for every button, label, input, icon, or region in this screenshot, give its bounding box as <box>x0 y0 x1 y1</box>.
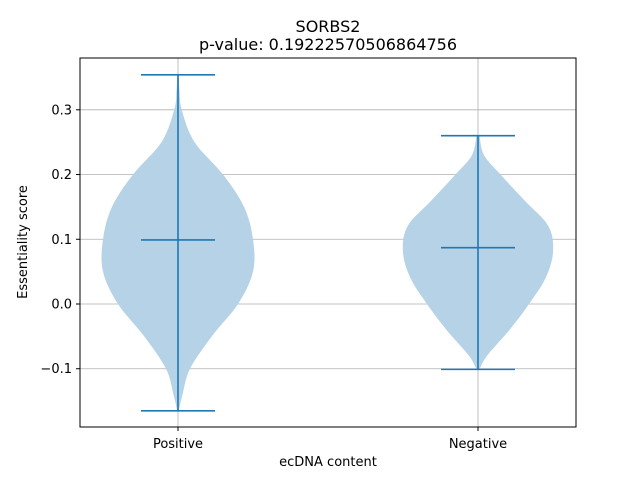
violin-bodies <box>101 74 554 411</box>
chart-title: SORBS2 <box>296 17 361 36</box>
x-tick-label: Positive <box>153 437 203 452</box>
y-tick-label: 0.3 <box>51 103 72 118</box>
x-axis-label: ecDNA content <box>279 455 377 470</box>
y-tick-label: 0.0 <box>51 298 72 313</box>
y-tick-label: 0.1 <box>51 233 72 248</box>
violin-stat-lines <box>141 74 515 412</box>
chart-subtitle: p-value: 0.19222570506864756 <box>199 35 457 54</box>
y-axis-label: Essentiality score <box>16 185 31 299</box>
axis-ticks <box>76 109 479 431</box>
x-tick-label: Negative <box>449 437 507 452</box>
y-tick-label: 0.2 <box>51 168 72 183</box>
y-tick-label: −0.1 <box>40 362 72 377</box>
plot-frame <box>79 57 577 428</box>
